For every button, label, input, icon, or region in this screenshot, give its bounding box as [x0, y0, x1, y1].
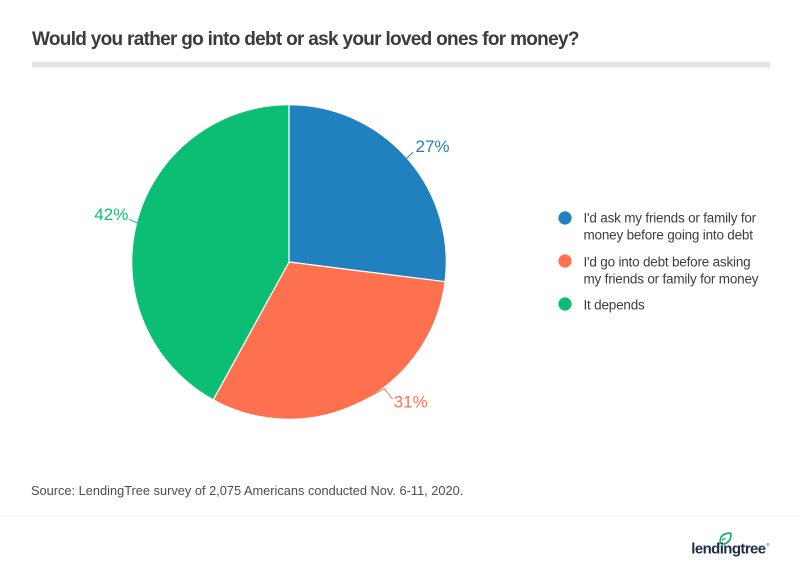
svg-text:31%: 31% — [394, 393, 428, 412]
svg-text:It depends: It depends — [584, 298, 646, 313]
svg-text:42%: 42% — [94, 205, 128, 224]
svg-text:money before going into debt: money before going into debt — [584, 228, 754, 243]
svg-text:I'd ask my friends or family f: I'd ask my friends or family for — [584, 210, 757, 225]
svg-text:Source: LendingTree survey of: Source: LendingTree survey of 2,075 Amer… — [31, 483, 463, 498]
svg-text:lendingtree: lendingtree — [691, 541, 766, 558]
svg-text:my friends or family for money: my friends or family for money — [584, 272, 759, 287]
svg-text:®: ® — [766, 542, 770, 548]
svg-text:I'd go into debt before asking: I'd go into debt before asking — [584, 254, 751, 269]
svg-text:27%: 27% — [416, 137, 450, 156]
svg-text:Would you rather go into debt: Would you rather go into debt or ask you… — [32, 29, 579, 50]
